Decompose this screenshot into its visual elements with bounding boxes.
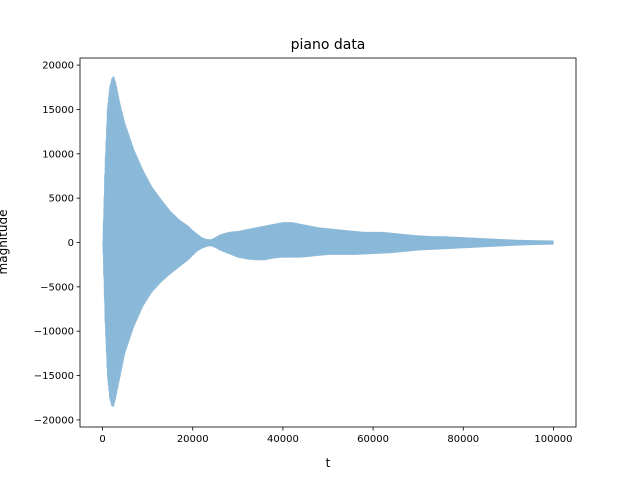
x-axis-ticks: 0 20000 40000 60000 80000 100000 (99, 427, 573, 445)
series-0-line (102, 76, 554, 407)
y-tick-label: 0 (68, 238, 74, 249)
x-tick-label: 20000 (177, 434, 209, 445)
y-tick-label: −20000 (34, 415, 74, 426)
y-tick-label: 10000 (42, 149, 74, 160)
plot-area (102, 75, 554, 407)
x-tick-label: 40000 (267, 434, 299, 445)
x-tick-label: 60000 (357, 434, 389, 445)
y-tick-label: 20000 (42, 61, 74, 72)
x-tick-label: 0 (99, 434, 105, 445)
x-tick-label: 80000 (447, 434, 479, 445)
series-0-envelope (102, 75, 554, 407)
y-axis-ticks: −20000 −15000 −10000 −5000 0 5000 10000 15000 20… (34, 61, 80, 426)
chart-title: piano data (291, 37, 366, 53)
y-tick-label: −10000 (34, 327, 74, 338)
x-axis-label: t (326, 456, 331, 470)
y-tick-label: 15000 (42, 105, 74, 116)
y-tick-label: 5000 (49, 194, 74, 205)
y-axis-label: magnitude (0, 210, 10, 275)
y-tick-label: −15000 (34, 371, 74, 382)
x-tick-label: 100000 (534, 434, 572, 445)
y-tick-label: −5000 (40, 282, 74, 293)
